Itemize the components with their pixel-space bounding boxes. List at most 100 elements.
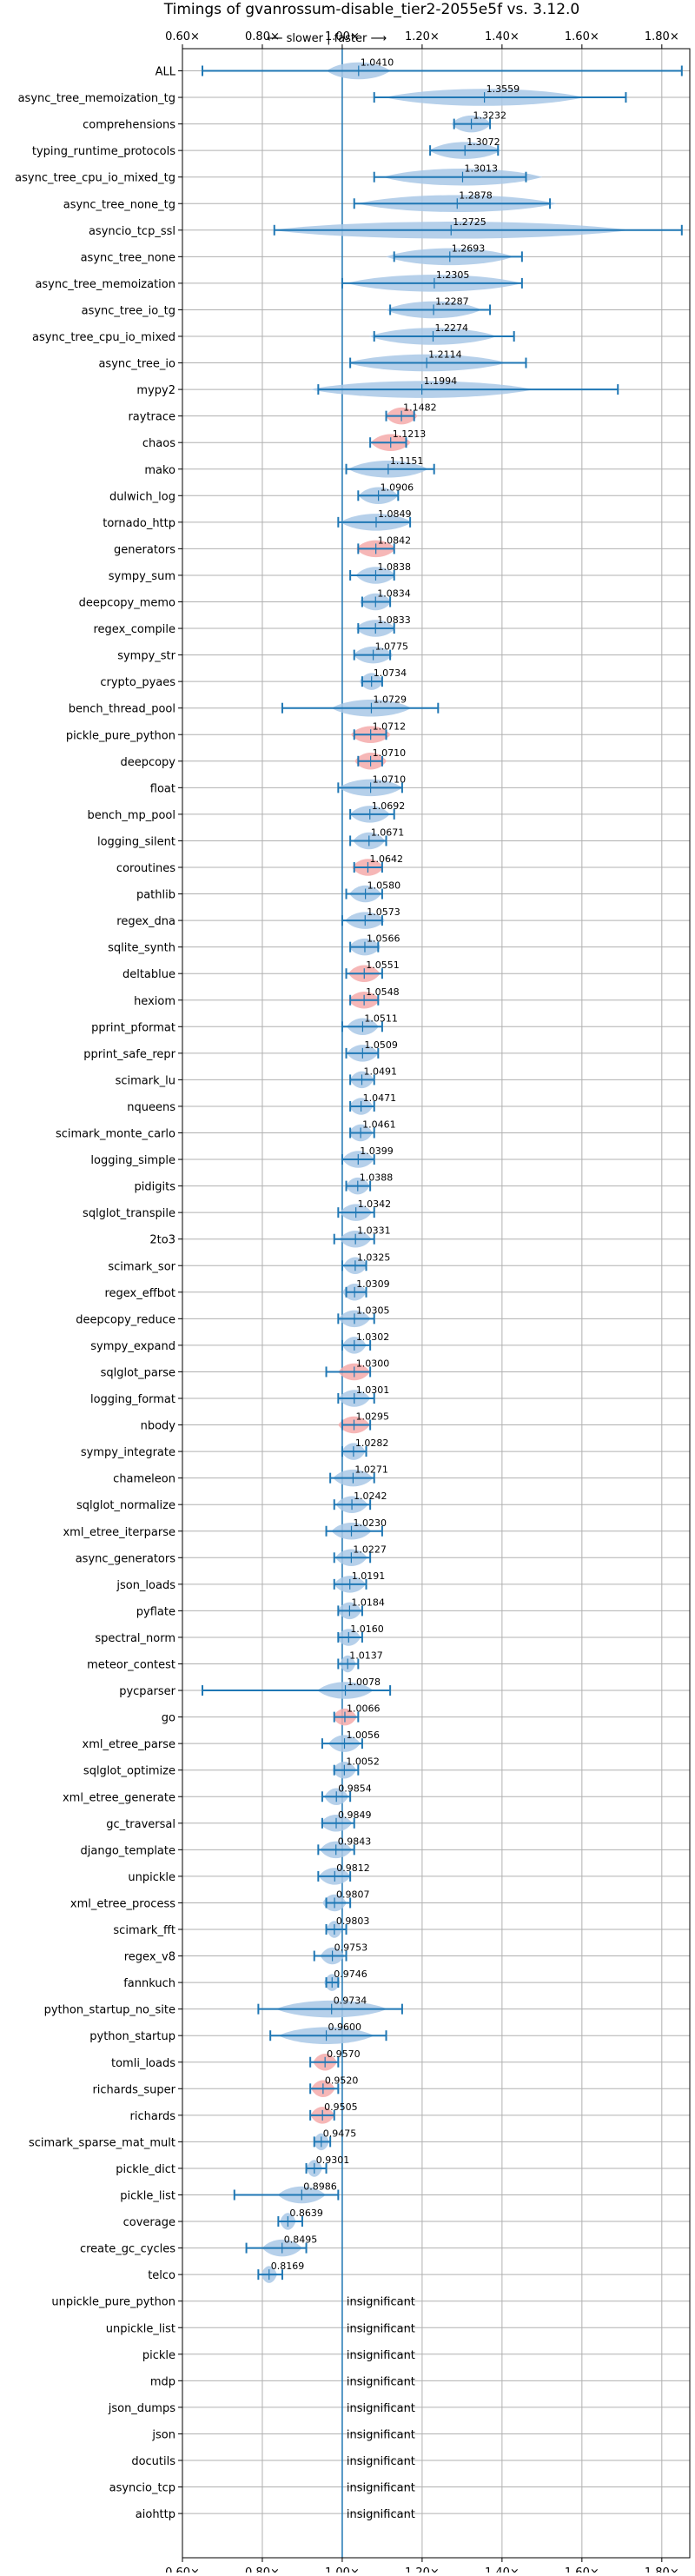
benchmark-label: spectral_norm <box>95 1632 175 1645</box>
benchmark-label: docutils <box>131 2455 175 2468</box>
value-label: 1.0511 <box>364 1012 398 1024</box>
value-label: 1.1213 <box>393 428 427 440</box>
value-label: 1.0775 <box>375 641 409 653</box>
value-label: 1.2274 <box>435 322 469 334</box>
benchmark-label: sympy_str <box>117 650 175 663</box>
insignificant-label: insignificant <box>347 2322 415 2335</box>
x-tick-label-top: 1.80× <box>645 30 679 43</box>
value-label: 1.0491 <box>364 1066 398 1077</box>
value-label: 1.0300 <box>356 1358 390 1369</box>
benchmark-label: sqlglot_transpile <box>83 1207 175 1220</box>
benchmark-label: deltablue <box>122 968 175 981</box>
benchmark-label: scimark_fft <box>113 1924 175 1937</box>
benchmark-label: telco <box>148 2269 175 2282</box>
insignificant-label: insignificant <box>347 2349 415 2362</box>
value-label: 0.9301 <box>316 2154 350 2166</box>
plot-frame <box>182 48 691 2559</box>
labels-layer: 0.60× 0.60× 0.80× 0.80× 1.00× 1.00× 1.20× 1.20×… <box>15 30 679 2576</box>
value-label: 1.0471 <box>363 1092 397 1104</box>
insignificant-label: insignificant <box>347 2482 415 2495</box>
benchmark-label: regex_compile <box>93 623 175 636</box>
value-label: 1.0410 <box>361 57 394 69</box>
benchmark-label: deepcopy_reduce <box>76 1313 175 1326</box>
value-label: 1.0388 <box>360 1172 394 1184</box>
benchmark-label: django_template <box>81 1844 175 1857</box>
benchmark-label: ALL <box>156 66 176 79</box>
value-label: 1.0301 <box>356 1384 390 1396</box>
value-label: 1.1151 <box>390 455 424 467</box>
value-label: 1.0834 <box>377 588 411 600</box>
benchmark-label: xml_etree_parse <box>83 1738 175 1751</box>
value-label: 0.8986 <box>303 2181 337 2193</box>
benchmark-label: richards <box>130 2110 176 2123</box>
value-label: 1.0230 <box>354 1517 387 1529</box>
benchmark-label: tomli_loads <box>111 2057 175 2070</box>
value-label: 0.9520 <box>325 2075 359 2086</box>
benchmark-label: pprint_safe_repr <box>83 1048 175 1061</box>
x-tick-label-bottom: 1.20× <box>405 2566 440 2573</box>
benchmark-label: aiohttp <box>136 2508 175 2521</box>
value-label: 1.0227 <box>353 1544 387 1555</box>
benchmark-label: tornado_http <box>103 517 175 530</box>
benchmark-label: nqueens <box>127 1101 175 1114</box>
benchmark-label: richards_super <box>92 2083 175 2096</box>
benchmark-label: async_tree_io <box>98 358 175 371</box>
value-label: 1.2305 <box>436 269 469 281</box>
value-label: 1.0580 <box>367 880 401 892</box>
benchmark-label: async_tree_none <box>81 251 175 264</box>
benchmark-label: pickle_dict <box>116 2163 175 2176</box>
value-label: 1.2287 <box>435 295 469 307</box>
value-label: 0.9475 <box>323 2128 357 2139</box>
benchmark-label: bench_thread_pool <box>69 703 175 716</box>
value-label: 1.0573 <box>367 906 400 918</box>
benchmark-label: create_gc_cycles <box>80 2243 175 2256</box>
value-label: 1.0325 <box>357 1251 391 1263</box>
value-label: 1.0295 <box>356 1411 390 1423</box>
value-label: 0.9753 <box>334 1942 368 1954</box>
benchmark-label: async_tree_io_tg <box>82 304 175 317</box>
benchmark-label: sympy_integrate <box>81 1446 175 1459</box>
benchmark-label: typing_runtime_protocols <box>32 145 175 158</box>
value-label: 1.0692 <box>372 800 406 812</box>
value-label: 0.8639 <box>289 2208 323 2219</box>
value-label: 0.9505 <box>324 2101 358 2113</box>
value-label: 1.0184 <box>351 1597 385 1608</box>
value-label: 1.0833 <box>377 614 411 626</box>
value-label: 1.0642 <box>369 853 403 865</box>
value-label: 1.0191 <box>352 1570 386 1582</box>
value-label: 1.0842 <box>378 534 412 546</box>
benchmark-label: unpickle_list <box>106 2322 175 2335</box>
value-label: 1.2693 <box>452 242 486 254</box>
benchmark-label: sqlglot_normalize <box>76 1499 175 1512</box>
value-label: 1.0734 <box>374 667 407 679</box>
benchmark-label: meteor_contest <box>87 1659 175 1672</box>
benchmark-label: gc_traversal <box>106 1818 175 1831</box>
value-label: 0.9849 <box>338 1809 372 1821</box>
x-tick-label-bottom: 1.00× <box>325 2566 360 2573</box>
x-tick-label-top: 1.20× <box>405 30 440 43</box>
value-label: 1.0302 <box>356 1331 390 1343</box>
value-label: 1.0710 <box>373 773 407 785</box>
value-label: 0.9807 <box>336 1889 370 1900</box>
value-label: 1.0509 <box>364 1039 398 1051</box>
benchmark-label: nbody <box>141 1420 176 1433</box>
benchmark-label: chameleon <box>113 1473 175 1486</box>
benchmark-label: sqlglot_optimize <box>83 1765 175 1778</box>
benchmark-label: pidigits <box>135 1181 176 1194</box>
benchmark-label: comprehensions <box>83 119 175 132</box>
value-label: 1.3559 <box>486 83 520 95</box>
x-tick-label-top: 0.80× <box>245 30 280 43</box>
benchmark-label: python_startup <box>89 2030 175 2043</box>
benchmark-label: coverage <box>123 2216 175 2229</box>
benchmark-label: json_loads <box>116 1579 175 1592</box>
value-label: 0.9734 <box>334 1995 367 2007</box>
value-label: 0.9803 <box>336 1915 370 1927</box>
benchmark-label: sympy_expand <box>90 1340 175 1353</box>
value-label: 0.9600 <box>328 2022 362 2033</box>
marks-layer <box>201 49 683 2558</box>
value-label: 1.0160 <box>350 1623 384 1635</box>
insignificant-label: insignificant <box>347 2296 415 2309</box>
value-label: 1.2114 <box>428 349 462 361</box>
benchmark-label: generators <box>114 543 175 556</box>
